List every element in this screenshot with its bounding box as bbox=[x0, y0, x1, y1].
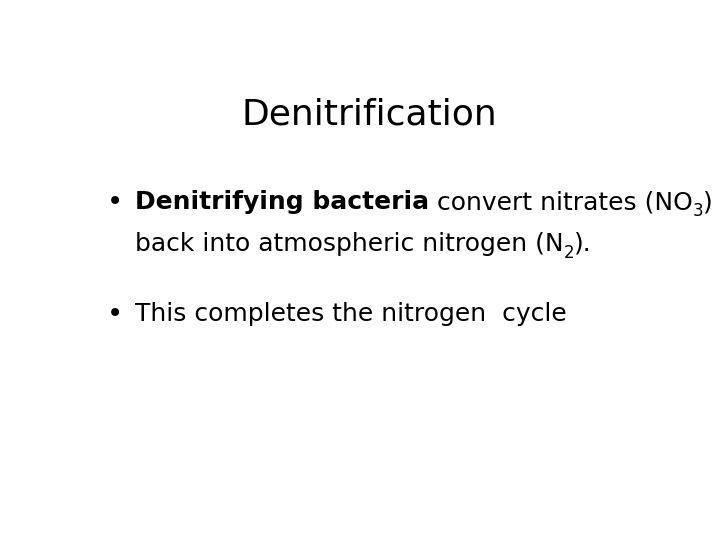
Text: 2: 2 bbox=[563, 244, 574, 262]
Text: ).: ). bbox=[574, 232, 592, 255]
Text: 3: 3 bbox=[693, 202, 703, 220]
Text: This completes the nitrogen  cycle: This completes the nitrogen cycle bbox=[135, 302, 567, 326]
Text: back into atmospheric nitrogen (N: back into atmospheric nitrogen (N bbox=[135, 232, 563, 255]
Text: ): ) bbox=[703, 190, 713, 214]
Text: •: • bbox=[107, 300, 123, 328]
Text: •: • bbox=[107, 188, 123, 216]
Text: Denitrifying bacteria: Denitrifying bacteria bbox=[135, 190, 429, 214]
Text: Denitrification: Denitrification bbox=[241, 98, 497, 132]
Text: convert nitrates (NO: convert nitrates (NO bbox=[429, 190, 693, 214]
